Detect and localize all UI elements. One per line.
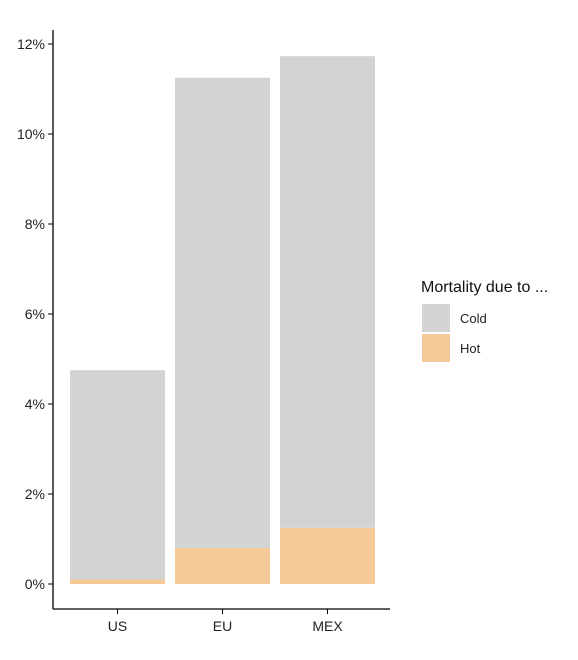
bar-cold-mex bbox=[280, 56, 375, 528]
y-tick-label: 2% bbox=[25, 486, 45, 502]
legend-title: Mortality due to ... bbox=[421, 279, 548, 296]
bar-hot-eu bbox=[175, 548, 270, 584]
y-axis-ticks: 0% 2% 4% 6% 8% 10% 12% bbox=[17, 36, 53, 592]
bar-cold-us bbox=[70, 370, 165, 580]
y-tick-label: 12% bbox=[17, 36, 45, 52]
bar-hot-mex bbox=[280, 527, 375, 584]
legend-key-cold bbox=[422, 304, 450, 332]
y-tick-label: 0% bbox=[25, 576, 45, 592]
legend-label-hot: Hot bbox=[460, 341, 481, 356]
bar-hot-us bbox=[70, 579, 165, 584]
y-tick-label: 8% bbox=[25, 216, 45, 232]
x-tick-label: EU bbox=[213, 618, 232, 634]
y-tick-label: 6% bbox=[25, 306, 45, 322]
legend: Mortality due to ... Cold Hot bbox=[421, 279, 548, 362]
x-axis-ticks: US EU MEX bbox=[108, 609, 343, 634]
legend-key-hot bbox=[422, 334, 450, 362]
legend-label-cold: Cold bbox=[460, 311, 487, 326]
bar-cold-eu bbox=[175, 77, 270, 548]
plot-area: 0% 2% 4% 6% 8% 10% 12% US EU MEX bbox=[17, 30, 390, 634]
x-tick-label: US bbox=[108, 618, 127, 634]
y-tick-label: 4% bbox=[25, 396, 45, 412]
legend-entries: Cold Hot bbox=[422, 304, 487, 362]
y-tick-label: 10% bbox=[17, 126, 45, 142]
bars bbox=[70, 56, 375, 584]
x-tick-label: MEX bbox=[312, 618, 343, 634]
